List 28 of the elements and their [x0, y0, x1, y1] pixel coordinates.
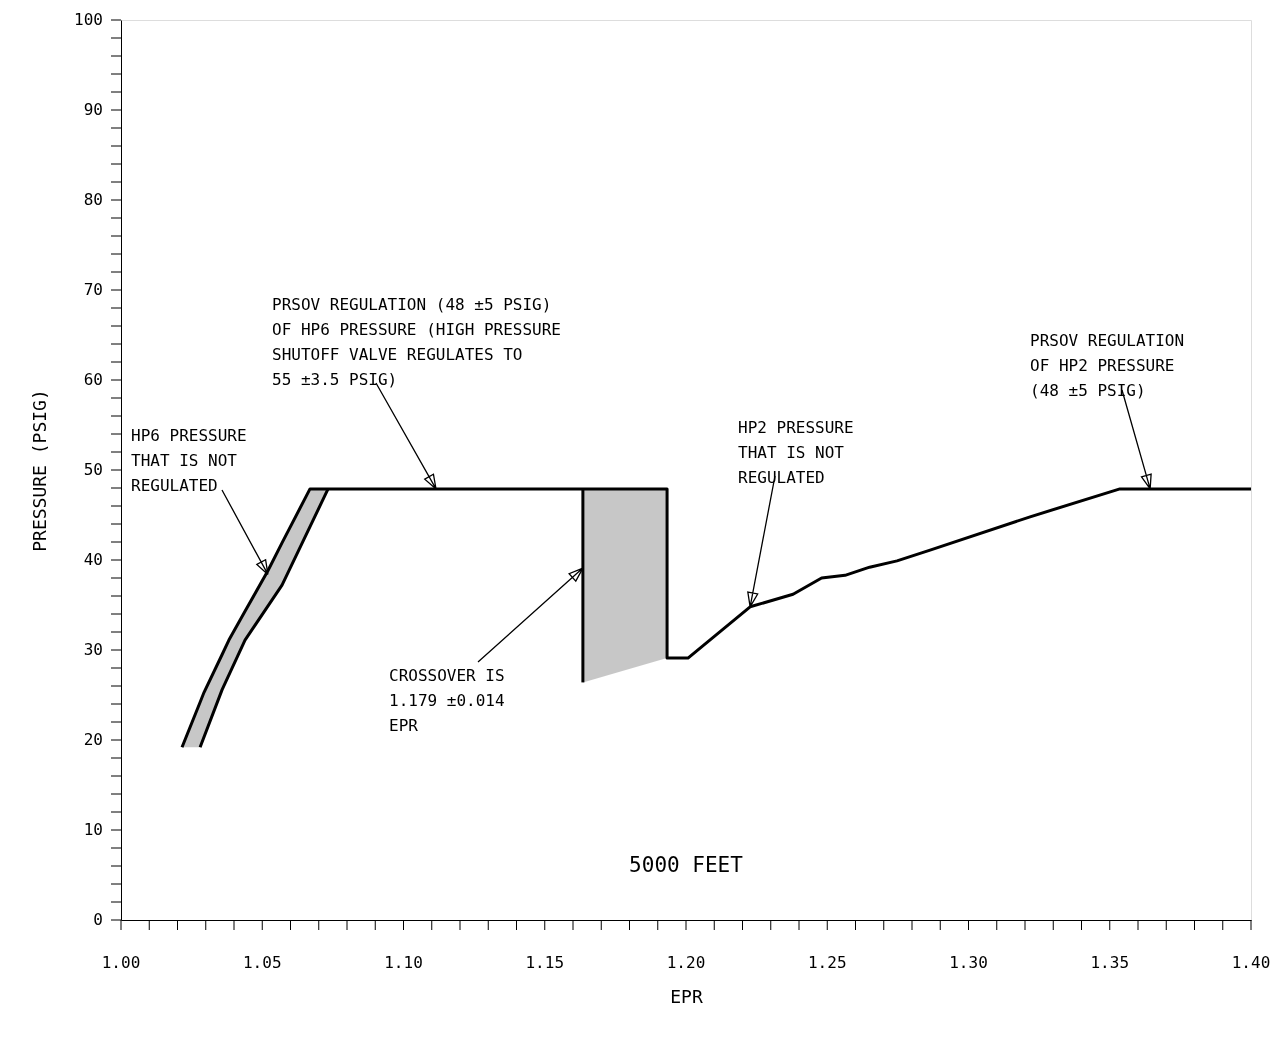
annotation: 5000 FEET — [629, 853, 744, 877]
annotation: PRSOV REGULATION (48 ±5 PSIG) OF HP6 PRESSURE (HIGH PRESSURE SHUTOFF VALVE REGULATES TO 55 ±3.5 PSIG) — [272, 295, 561, 389]
annotation: CROSSOVER IS 1.179 ±0.014 EPR — [389, 666, 505, 735]
x-tick-label: 1.30 — [949, 953, 988, 972]
y-tick-label: 60 — [83, 370, 103, 389]
y-tick-label: 0 — [93, 910, 103, 929]
x-tick-label: 1.10 — [384, 953, 423, 972]
x-tick-label: 1.20 — [666, 953, 706, 972]
annotation: PRSOV REGULATION OF HP2 PRESSURE (48 ±5 PSIG) — [1030, 331, 1185, 400]
annotation: HP2 PRESSURE THAT IS NOT REGULATED — [738, 418, 854, 487]
annotation: HP6 PRESSURE THAT IS NOT REGULATED — [131, 426, 247, 495]
x-tick-label: 1.25 — [807, 953, 847, 972]
x-tick-label: 1.40 — [1231, 953, 1271, 972]
y-tick-label: 70 — [83, 280, 103, 299]
x-tick-label: 1.05 — [242, 953, 282, 972]
x-tick-label: 1.00 — [101, 953, 141, 972]
y-tick-label: 100 — [74, 10, 103, 29]
y-tick-label: 20 — [83, 730, 103, 749]
x-tick-label: 1.15 — [525, 953, 565, 972]
y-tick-label: 50 — [83, 460, 103, 479]
y-tick-label: 10 — [83, 820, 103, 839]
y-tick-label: 80 — [83, 190, 103, 209]
y-tick-label: 30 — [83, 640, 103, 659]
y-axis-title: PRESSURE (PSIG) — [28, 389, 50, 552]
x-axis-title: EPR — [670, 985, 703, 1007]
y-tick-label: 90 — [83, 100, 103, 119]
y-tick-label: 40 — [83, 550, 103, 569]
x-tick-label: 1.35 — [1090, 953, 1130, 972]
